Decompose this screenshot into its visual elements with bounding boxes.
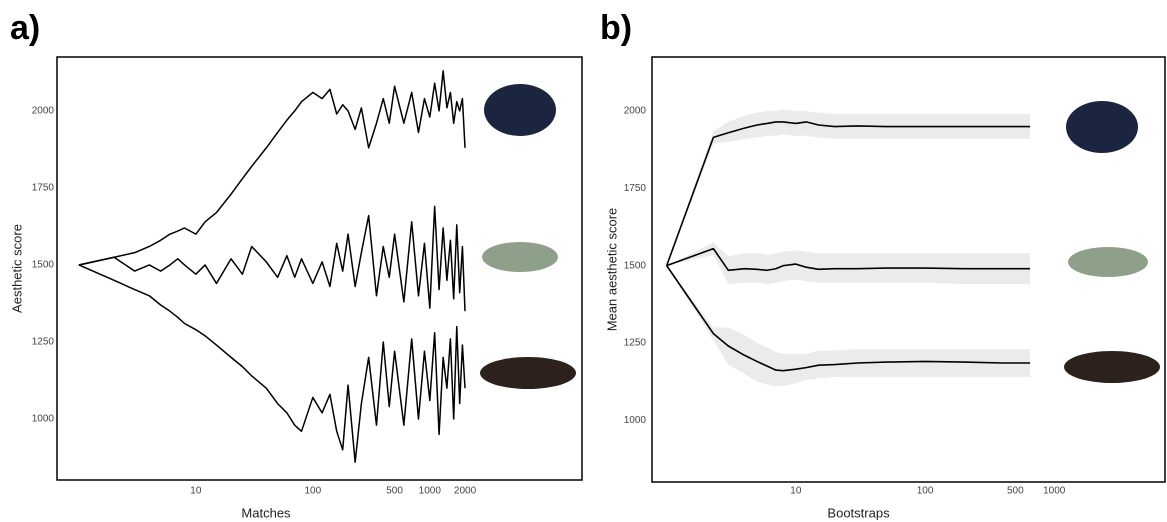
charts: a) Matches Aesthetic score 1000 1250 1500 1750… <box>9 9 1166 520</box>
fish-icon <box>1066 101 1138 153</box>
y-tick-label: 1500 <box>32 260 55 271</box>
panel: a) Matches Aesthetic score 1000 1250 1500 1750… <box>9 9 583 520</box>
x-tick-label: 1000 <box>419 486 442 497</box>
y-tick-label: 1500 <box>624 260 647 271</box>
y-tick-label: 1000 <box>32 414 55 425</box>
y-tick-label: 2000 <box>32 106 55 117</box>
panel-label: b) <box>600 9 632 47</box>
x-tick-label: 500 <box>386 486 403 497</box>
y-tick-label: 1250 <box>32 337 55 348</box>
y-axis-label: Mean aesthetic score <box>604 208 619 332</box>
series-line <box>78 205 466 312</box>
x-tick-label: 10 <box>790 486 802 497</box>
x-axis-label: Matches <box>241 505 291 520</box>
y-tick-label: 1250 <box>624 338 647 349</box>
series-line <box>665 121 1031 266</box>
plot-frame <box>651 56 1166 483</box>
panel: b) Bootstraps Mean aesthetic score 1000 1250… <box>600 9 1166 520</box>
x-tick-label: 1000 <box>1043 486 1066 497</box>
fish-icons <box>480 84 1160 389</box>
confidence-band <box>666 265 1031 387</box>
series-line <box>666 265 1031 372</box>
panel-label: a) <box>10 9 40 47</box>
x-tick-label: 500 <box>1007 486 1024 497</box>
y-tick-label: 1000 <box>624 415 647 426</box>
y-tick-label: 1750 <box>624 183 647 194</box>
x-tick-label: 2000 <box>454 486 477 497</box>
x-axis-label: Bootstraps <box>827 505 890 520</box>
x-tick-label: 100 <box>917 486 934 497</box>
series-line <box>78 70 466 266</box>
x-tick-label: 100 <box>304 486 321 497</box>
confidence-band <box>666 109 1031 266</box>
series-line <box>666 247 1031 272</box>
y-axis-label: Aesthetic score <box>9 224 24 313</box>
fish-icon <box>1068 247 1148 277</box>
y-tick-label: 2000 <box>624 106 647 117</box>
x-tick-label: 10 <box>190 486 202 497</box>
y-tick-label: 1750 <box>32 183 55 194</box>
plot-frame <box>56 56 583 481</box>
fish-icon <box>484 84 556 136</box>
fish-icon <box>480 357 576 389</box>
fish-icon <box>482 242 558 272</box>
confidence-band <box>666 242 1031 285</box>
fish-icon <box>1064 351 1160 383</box>
series-line <box>78 264 466 463</box>
